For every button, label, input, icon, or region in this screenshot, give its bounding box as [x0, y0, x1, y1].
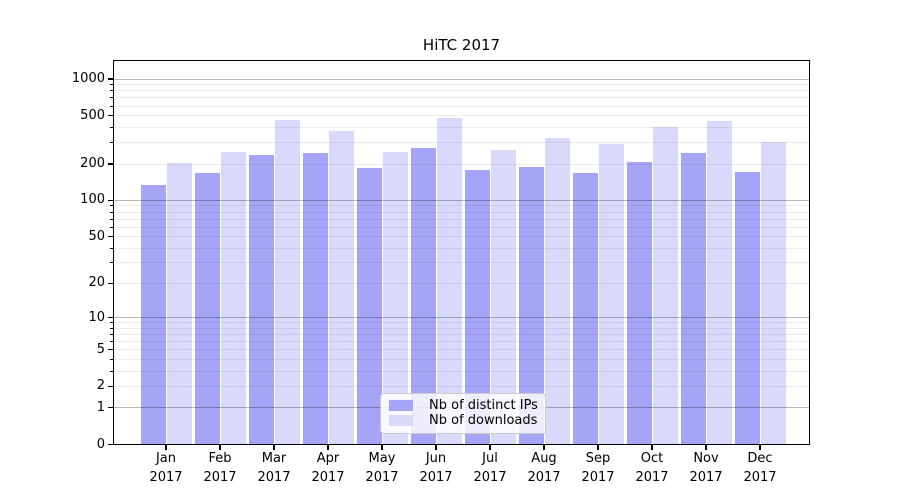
y-tick-label-100: 100 [80, 192, 105, 208]
x-tick-label-jun: Jun 2017 [419, 451, 453, 485]
x-tick-label-apr: Apr 2017 [311, 451, 345, 485]
x-tick-label-nov: Nov 2017 [689, 451, 723, 485]
legend-label-distinct-ips: Nb of distinct IPs [429, 398, 538, 413]
x-tick-label-jul: Jul 2017 [473, 451, 507, 485]
legend-swatch-downloads [389, 415, 413, 426]
x-tick-label-may: May 2017 [365, 451, 399, 485]
x-tick-sep [597, 445, 599, 450]
legend-entry-distinct-ips: Nb of distinct IPs [389, 398, 538, 413]
y-tick-label-500: 500 [80, 107, 105, 123]
legend-label-downloads: Nb of downloads [429, 413, 538, 428]
y-tick-label-10: 10 [88, 309, 105, 325]
x-tick-label-feb: Feb 2017 [203, 451, 237, 485]
x-tick-jun [435, 445, 437, 450]
y-tick-label-0: 0 [96, 436, 105, 452]
y-tick-label-1000: 1000 [71, 71, 105, 87]
x-tick-label-aug: Aug 2017 [527, 451, 561, 485]
x-tick-label-sep: Sep 2017 [581, 451, 615, 485]
y-tick-label-1: 1 [96, 399, 105, 415]
y-tick-label-50: 50 [88, 228, 105, 244]
legend-swatch-distinct-ips [389, 400, 413, 411]
x-tick-label-oct: Oct 2017 [635, 451, 669, 485]
y-tick-label-20: 20 [88, 275, 105, 291]
x-tick-nov [705, 445, 707, 450]
x-tick-label-dec: Dec 2017 [743, 451, 777, 485]
y-tick-label-2: 2 [96, 378, 105, 394]
x-tick-jan [165, 445, 167, 450]
y-tick-label-200: 200 [80, 156, 105, 171]
x-tick-jul [489, 445, 491, 450]
x-tick-may [381, 445, 383, 450]
chart-title: HiTC 2017 [422, 36, 501, 54]
x-tick-oct [651, 445, 653, 450]
legend: Nb of distinct IPs Nb of downloads [380, 392, 546, 434]
x-tick-label-jan: Jan 2017 [149, 451, 183, 485]
x-tick-dec [759, 445, 761, 450]
x-tick-aug [543, 445, 545, 450]
x-tick-feb [219, 445, 221, 450]
x-tick-apr [327, 445, 329, 450]
x-tick-label-mar: Mar 2017 [257, 451, 291, 485]
plot-area [113, 59, 810, 445]
y-tick-label-5: 5 [96, 341, 105, 357]
x-tick-mar [273, 445, 275, 450]
legend-entry-downloads: Nb of downloads [389, 413, 538, 428]
